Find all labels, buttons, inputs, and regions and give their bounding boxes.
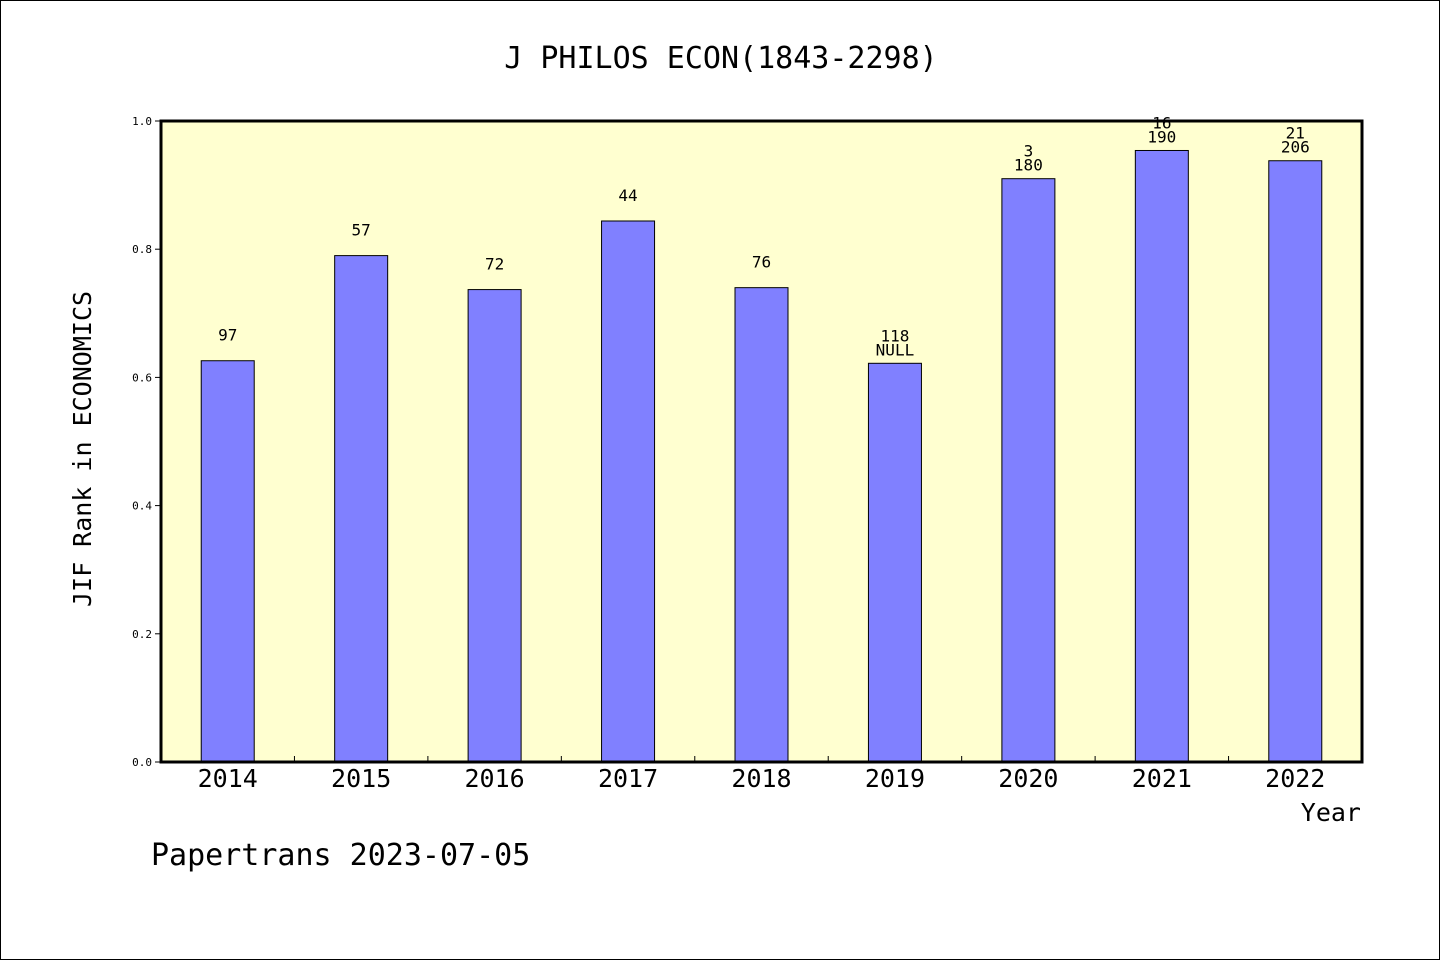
y-tick-label: 0.2: [132, 628, 152, 641]
bar-2018: [734, 287, 789, 763]
bar-data-label: NULL: [876, 340, 915, 359]
x-tick-label: 2021: [1132, 764, 1192, 793]
bar-data-label: 206: [1281, 138, 1310, 157]
y-tick-label: 0.8: [132, 243, 152, 256]
bars-group: [200, 149, 1323, 763]
y-tick-label: 0.0: [132, 756, 152, 769]
y-tick-label: 1.0: [132, 115, 152, 128]
x-tick-label: 2015: [331, 764, 391, 793]
footer-credit: Papertrans 2023-07-05: [151, 838, 530, 873]
x-tick-label: 2022: [1265, 764, 1325, 793]
y-tick-label: 0.4: [132, 500, 152, 513]
x-tick-label: 2020: [998, 764, 1058, 793]
bar-data-label: 97: [218, 326, 237, 345]
bar-data-label: 57: [352, 221, 371, 240]
bar-2014: [200, 360, 255, 763]
bar-2016: [467, 289, 522, 763]
x-axis: 2014 2015 2016 2017 2018 2019 2020 2021 2022: [198, 756, 1325, 793]
x-axis-label: Year: [1301, 798, 1361, 827]
bar-data-label: 76: [752, 253, 771, 272]
bar-2019: [867, 362, 922, 763]
bar-2015: [334, 255, 389, 763]
x-tick-label: 2019: [865, 764, 925, 793]
y-tick-label: 0.6: [132, 371, 152, 384]
bar-2020: [1001, 178, 1056, 763]
bar-2021: [1134, 149, 1189, 763]
x-tick-label: 2014: [198, 764, 258, 793]
bar-data-label: 21: [1286, 124, 1305, 143]
x-tick-label: 2017: [598, 764, 658, 793]
bar-data-label: 16: [1152, 113, 1171, 132]
bar-data-label: 72: [485, 255, 504, 274]
bar-data-label: 118: [880, 326, 909, 345]
bar-data-label: 190: [1147, 127, 1176, 146]
bar-data-label: 180: [1014, 156, 1043, 175]
bar-data-label: 3: [1024, 142, 1034, 161]
bar-2022: [1268, 160, 1323, 763]
y-axis: 0.0 0.2 0.4 0.6 0.8 1.0: [132, 115, 161, 769]
x-tick-label: 2016: [465, 764, 525, 793]
bar-data-label: 44: [618, 186, 637, 205]
x-tick-label: 2018: [731, 764, 791, 793]
plot-border: [159, 119, 1364, 764]
y-axis-label: JIF Rank in ECONOMICS: [68, 291, 97, 607]
bar-2017: [601, 220, 656, 763]
chart-title: J PHILOS ECON(1843-2298): [504, 41, 937, 76]
